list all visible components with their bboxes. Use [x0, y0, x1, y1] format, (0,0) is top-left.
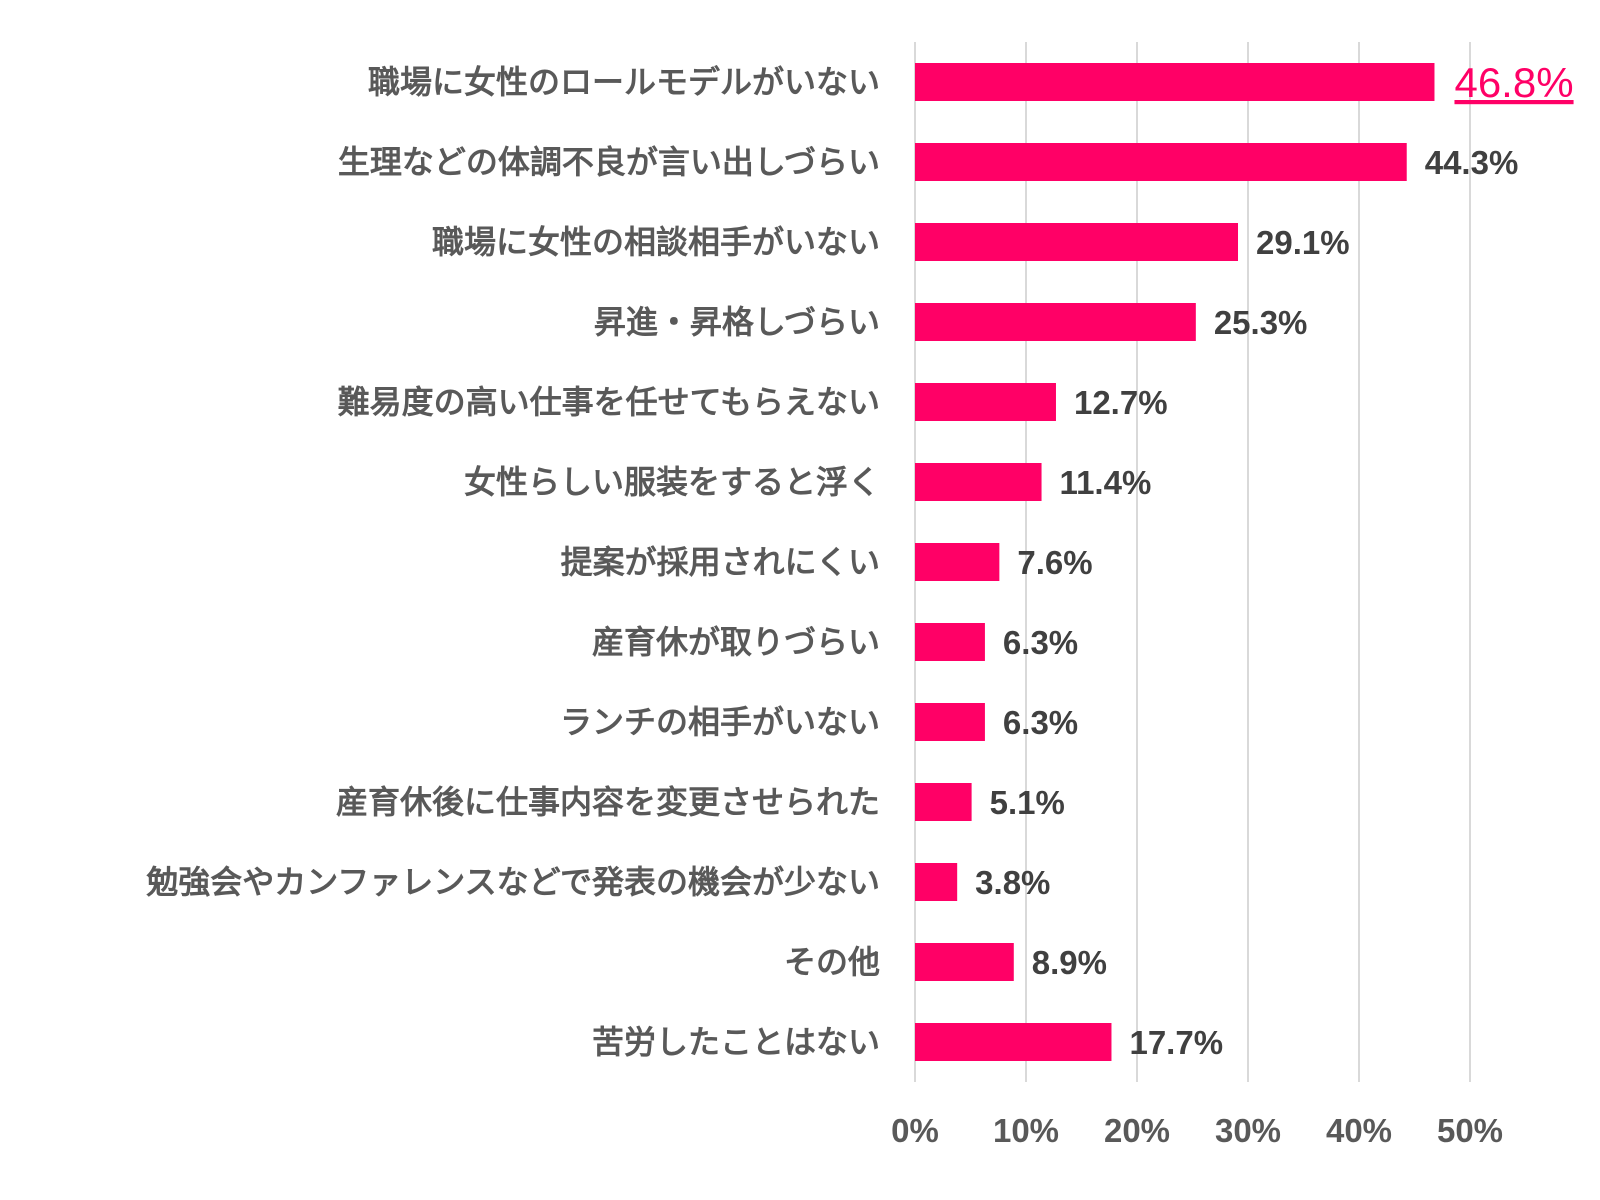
category-label: 勉強会やカンファレンスなどで発表の機会が少ない — [145, 863, 880, 901]
bar — [915, 223, 1239, 261]
bar — [915, 1023, 1112, 1061]
category-label: 女性らしい服装をすると浮く — [464, 463, 880, 501]
category-label: その他 — [784, 943, 880, 981]
category-label: 昇進・昇格しづらい — [594, 303, 880, 341]
x-tick-label: 0% — [891, 1112, 939, 1149]
data-label: 7.6% — [1017, 544, 1092, 581]
data-label: 29.1% — [1256, 224, 1350, 261]
bar — [915, 543, 1000, 581]
data-label: 25.3% — [1214, 304, 1308, 341]
bar — [915, 783, 972, 821]
bar — [915, 303, 1196, 341]
data-label: 12.7% — [1074, 384, 1168, 421]
highlighted-data-label: 46.8% — [1454, 59, 1573, 106]
category-label: 産育休が取りづらい — [592, 623, 880, 661]
data-label: 6.3% — [1003, 704, 1078, 741]
x-tick-label: 20% — [1104, 1112, 1170, 1149]
bar — [915, 703, 985, 741]
category-label: 生理などの体調不良が言い出しづらい — [338, 143, 880, 181]
data-label: 3.8% — [975, 864, 1050, 901]
bar — [915, 623, 985, 661]
data-label: 17.7% — [1129, 1024, 1223, 1061]
bar — [915, 143, 1407, 181]
bar — [915, 943, 1014, 981]
category-label: ランチの相手がいない — [560, 703, 880, 741]
category-label: 苦労したことはない — [592, 1023, 880, 1061]
x-tick-label: 50% — [1437, 1112, 1503, 1149]
x-tick-label: 40% — [1326, 1112, 1392, 1149]
data-label: 8.9% — [1032, 944, 1107, 981]
data-label: 6.3% — [1003, 624, 1078, 661]
bar — [915, 863, 958, 901]
category-label: 提案が採用されにくい — [561, 543, 880, 581]
category-label: 職場に女性のロールモデルがいない — [368, 63, 880, 101]
data-label: 11.4% — [1060, 464, 1152, 501]
data-label: 5.1% — [990, 784, 1065, 821]
bar — [915, 463, 1042, 501]
category-label: 難易度の高い仕事を任せてもらえない — [338, 383, 880, 421]
bar — [915, 383, 1056, 421]
bar — [915, 63, 1435, 101]
x-tick-label: 10% — [993, 1112, 1059, 1149]
category-label: 産育休後に仕事内容を変更させられた — [336, 783, 880, 821]
data-label: 44.3% — [1425, 144, 1519, 181]
x-tick-label: 30% — [1215, 1112, 1281, 1149]
category-label: 職場に女性の相談相手がいない — [432, 223, 880, 261]
